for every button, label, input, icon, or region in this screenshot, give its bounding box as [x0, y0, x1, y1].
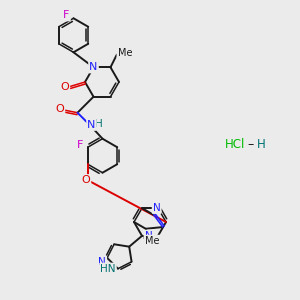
- Text: N: N: [87, 120, 96, 130]
- Text: Me: Me: [118, 48, 132, 58]
- Text: N: N: [89, 62, 98, 72]
- Text: N: N: [145, 231, 153, 241]
- Text: F: F: [76, 140, 83, 150]
- Text: O: O: [81, 175, 90, 185]
- Text: N: N: [98, 257, 106, 267]
- Text: H: H: [256, 139, 266, 152]
- Text: O: O: [60, 82, 69, 92]
- Text: Me: Me: [146, 236, 160, 246]
- Text: –: –: [248, 139, 254, 152]
- Text: H: H: [94, 119, 102, 129]
- Text: F: F: [63, 10, 70, 20]
- Text: O: O: [56, 104, 64, 114]
- Text: N: N: [153, 203, 160, 213]
- Text: HN: HN: [100, 264, 116, 274]
- Text: HCl: HCl: [225, 139, 245, 152]
